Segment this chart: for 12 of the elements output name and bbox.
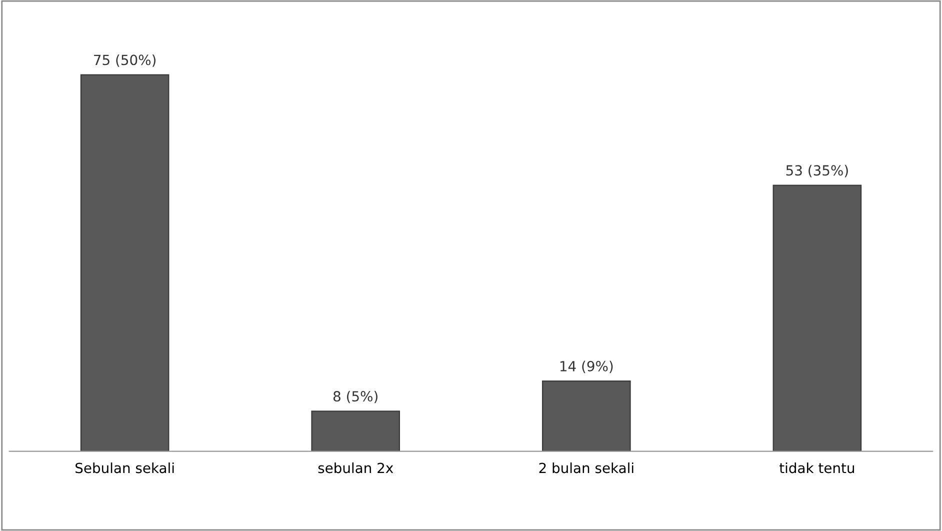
bar [772, 184, 862, 452]
x-tick-label: tidak tentu [779, 462, 854, 474]
x-tick-label: 2 bulan sekali [539, 462, 634, 474]
bar [311, 410, 400, 452]
data-label: 14 (9%) [560, 360, 613, 374]
x-tick-label: Sebulan sekali [76, 462, 174, 474]
bar [542, 380, 631, 452]
data-label: 8 (5%) [333, 390, 378, 404]
x-tick-label: sebulan 2x [318, 462, 394, 474]
bar [80, 74, 170, 452]
data-label: 75 (50%) [94, 54, 156, 67]
data-label: 53 (35%) [786, 164, 848, 178]
